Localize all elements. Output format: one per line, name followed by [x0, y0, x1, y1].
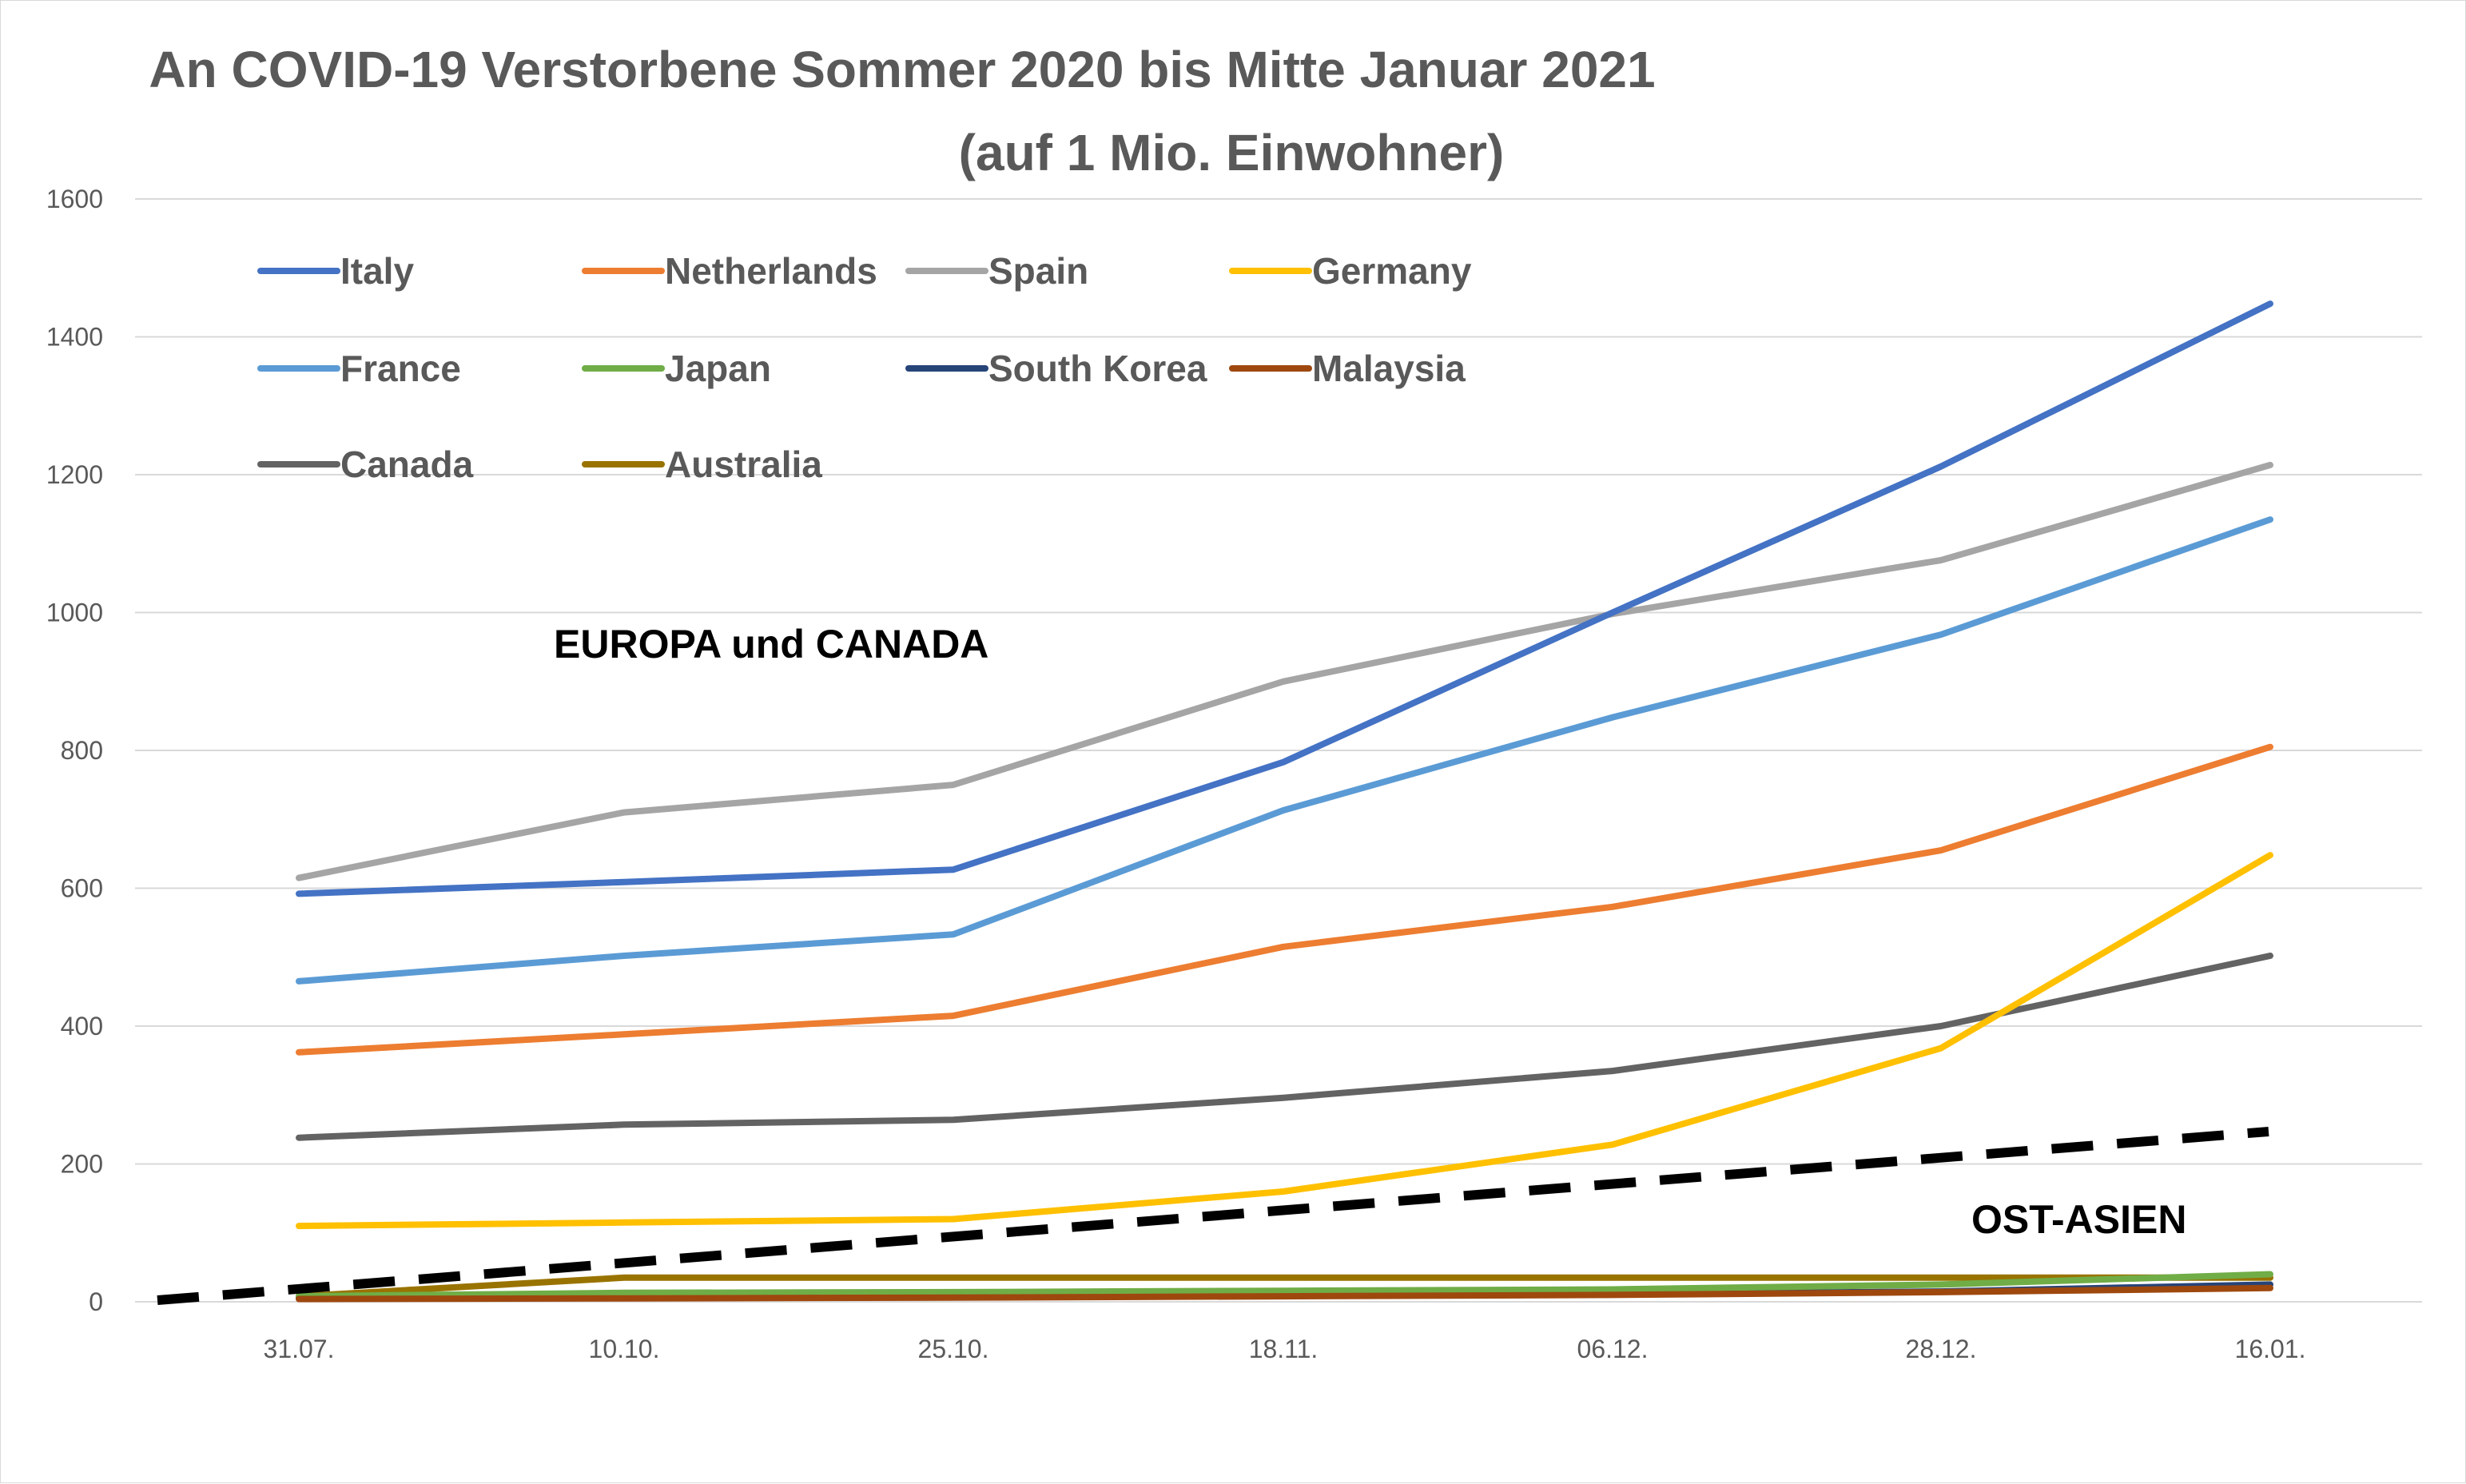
series-line-malaysia — [296, 1284, 2273, 1303]
legend-label-australia: Australia — [665, 444, 822, 485]
x-axis-ticks: 31.07. 10.10. 25.10. 18.11. 06.12. 28.12. 16.0… — [264, 1335, 2306, 1363]
series-line-france — [296, 516, 2273, 985]
legend-label-france: France — [340, 348, 461, 389]
series-line-japan — [296, 1271, 2273, 1300]
x-tick-label: 06.12. — [1577, 1335, 1649, 1363]
annotation-europa-canada: EUROPA und CANADA — [554, 622, 988, 666]
x-tick-label: 10.10. — [589, 1335, 660, 1363]
chart-title-line1: An COVID-19 Verstorbene Sommer 2020 bis … — [149, 41, 1655, 98]
y-tick-label: 600 — [61, 874, 103, 903]
series-line-spain — [296, 461, 2273, 881]
y-axis-ticks: 0 200 400 600 800 1000 1200 1400 1600 — [46, 185, 103, 1316]
series-line-netherlands — [296, 743, 2273, 1056]
chart-title-line2: (auf 1 Mio. Einwohner) — [959, 124, 1505, 181]
series-line-germany — [296, 852, 2273, 1230]
series-line-canada — [296, 953, 2273, 1141]
gridlines — [135, 198, 2422, 1303]
y-tick-label: 0 — [89, 1287, 103, 1316]
legend-label-japan: Japan — [665, 348, 771, 389]
annotation-ost-asien: OST-ASIEN — [1971, 1197, 2186, 1242]
trend-line-dashed — [157, 1126, 2269, 1305]
legend-label-netherlands: Netherlands — [665, 250, 877, 292]
series-line-australia — [296, 1274, 2273, 1300]
legend-label-malaysia: Malaysia — [1312, 348, 1466, 389]
y-tick-label: 1200 — [46, 460, 103, 489]
legend-label-spain: Spain — [988, 250, 1088, 292]
x-tick-label: 31.07. — [264, 1335, 335, 1363]
y-tick-label: 400 — [61, 1012, 103, 1040]
x-tick-label: 28.12. — [1906, 1335, 1977, 1363]
x-tick-label: 16.01. — [2235, 1335, 2306, 1363]
x-tick-label: 25.10. — [918, 1335, 989, 1363]
legend-label-italy: Italy — [340, 250, 414, 292]
y-tick-label: 200 — [61, 1150, 103, 1179]
legend: Italy Netherlands Spain Germany France Japan S… — [257, 250, 1472, 485]
legend-label-germany: Germany — [1312, 250, 1472, 292]
series-lines — [296, 300, 2273, 1303]
y-tick-label: 1400 — [46, 323, 103, 352]
y-tick-label: 1000 — [46, 599, 103, 627]
x-tick-label: 18.11. — [1249, 1335, 1319, 1363]
y-tick-label: 800 — [61, 736, 103, 765]
y-tick-label: 1600 — [46, 185, 103, 213]
trend-line-group — [157, 1126, 2269, 1305]
series-line-italy — [296, 300, 2273, 897]
legend-label-south-korea: South Korea — [988, 348, 1207, 389]
legend-label-canada: Canada — [340, 444, 474, 485]
